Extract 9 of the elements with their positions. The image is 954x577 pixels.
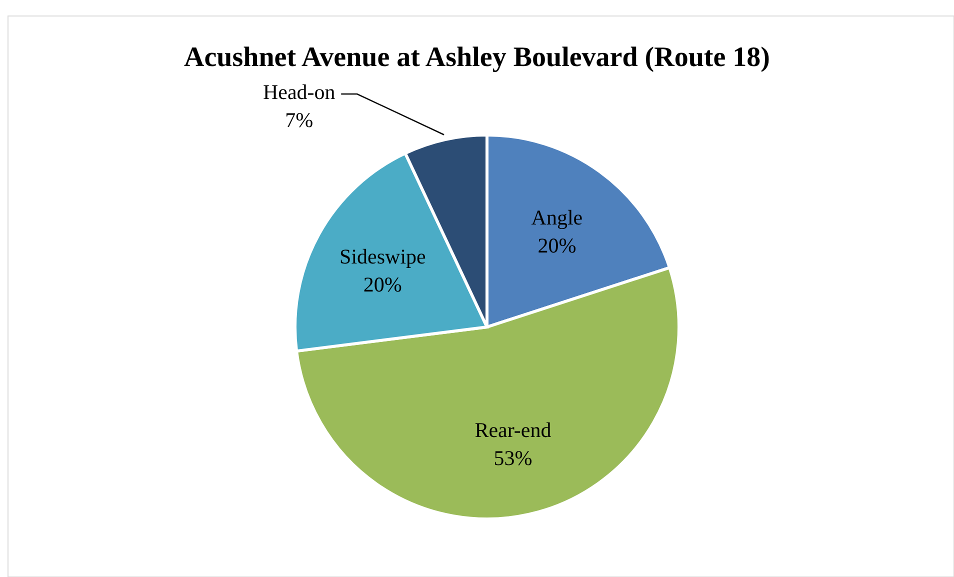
data-label: 20% [538,234,576,258]
chart-title: Acushnet Avenue at Ashley Boulevard (Route 18) [184,42,770,73]
slice-label: Angle [531,206,583,230]
slice-label: Sideswipe [340,244,426,269]
data-label: 53% [494,446,532,470]
slice-label: Head-on [262,80,336,104]
data-label: 7% [285,108,314,132]
slice-label: Rear-end [474,418,552,442]
data-label: 20% [363,272,402,297]
